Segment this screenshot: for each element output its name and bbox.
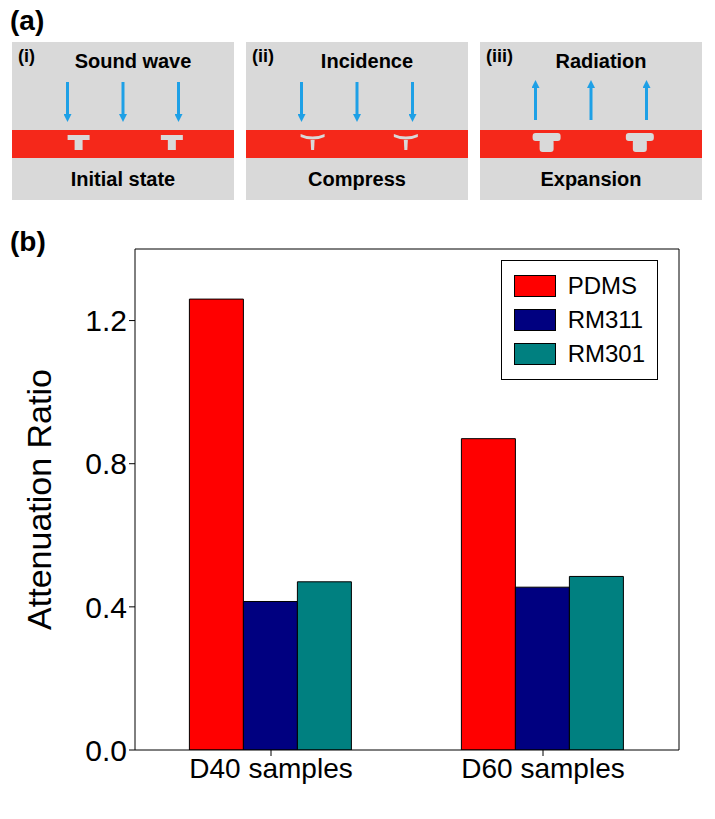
svg-text:1.2: 1.2	[85, 304, 127, 337]
html-text:RM311: RM311	[567, 306, 644, 333]
svg-text:Attenuation Ratio: Attenuation Ratio	[20, 369, 58, 630]
svg-text:(ii): (ii)	[252, 46, 274, 66]
html-text:RM301: RM301	[567, 340, 645, 367]
svg-text:Expansion: Expansion	[540, 168, 641, 190]
svg-text:(i): (i)	[18, 46, 35, 66]
svg-text:Incidence: Incidence	[321, 50, 413, 72]
svg-text:0.4: 0.4	[85, 591, 127, 624]
svg-text:(a): (a)	[10, 5, 44, 36]
svg-text:0.8: 0.8	[85, 447, 127, 480]
svg-text:(iii): (iii)	[486, 46, 513, 66]
html-text:PDMS: PDMS	[567, 272, 637, 299]
svg-text:Compress: Compress	[308, 168, 406, 190]
svg-text:0.0: 0.0	[85, 734, 127, 767]
html-text:(b): (b)	[10, 226, 46, 257]
svg-text:D40 samples: D40 samples	[189, 753, 352, 784]
svg-text:Initial state: Initial state	[71, 168, 175, 190]
svg-text:D60 samples: D60 samples	[461, 753, 624, 784]
svg-text:Sound wave: Sound wave	[75, 50, 192, 72]
svg-text:Radiation: Radiation	[555, 50, 646, 72]
